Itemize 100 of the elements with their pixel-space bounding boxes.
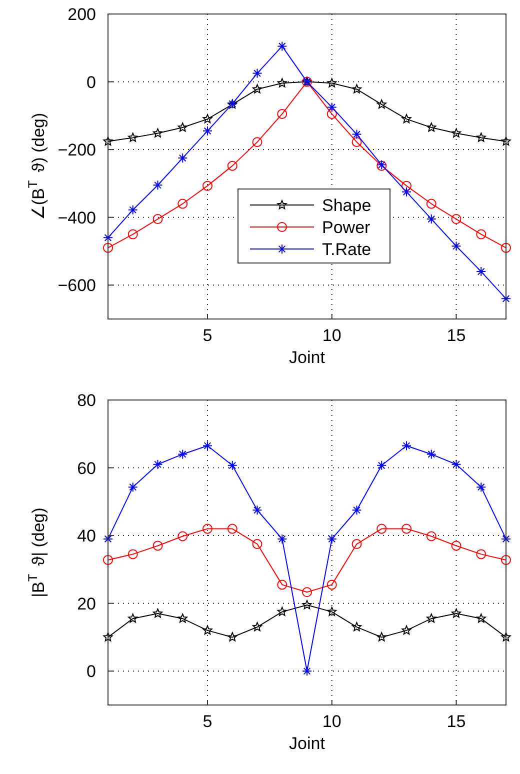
x-tick-label: 10 [322,326,342,345]
point [128,132,138,142]
point [426,214,436,224]
legend-label: Power [322,218,371,237]
point [327,78,337,88]
y-tick-label: 0 [86,72,96,92]
point [178,531,188,542]
point [178,122,188,132]
y-tick-label: −600 [58,276,96,296]
point [277,534,288,544]
point [501,242,511,253]
point [402,186,412,197]
y-tick-label: −200 [58,140,96,160]
point [277,41,288,52]
point [352,539,362,550]
point [352,129,362,140]
point [128,549,138,560]
point [501,294,511,304]
point [326,102,337,112]
point [426,122,436,132]
point [476,266,486,277]
point [451,540,462,551]
point [376,632,386,642]
point [252,539,262,550]
point [326,580,337,590]
point [202,625,212,635]
point [128,482,138,492]
point [352,505,362,516]
point [302,600,312,610]
point [426,531,436,542]
point [302,666,312,676]
point [501,554,511,565]
x-tick-label: 15 [446,712,466,731]
point [402,114,412,124]
point [402,524,412,534]
point [277,108,288,119]
point [451,459,462,470]
point [327,606,337,616]
y-tick-label: 20 [77,594,96,614]
point [451,241,462,252]
point [501,534,511,544]
point [228,632,238,642]
point [476,482,486,492]
point [376,460,387,470]
point [402,625,412,635]
point [103,232,113,243]
point [252,68,262,78]
x-tick-label: 5 [202,326,212,345]
y-tick-label: 80 [77,391,96,410]
point [152,180,163,190]
x-tick-label: 5 [202,712,212,731]
point [426,198,436,209]
y-tick-label: 60 [77,458,96,478]
point [128,229,138,240]
point [277,580,288,590]
point [376,524,387,534]
point [426,614,436,623]
point [178,153,188,164]
point [277,78,287,88]
point [128,204,138,215]
point [178,198,188,209]
point [451,608,462,618]
point [252,505,262,516]
point [202,114,212,124]
point [352,622,362,632]
point [103,632,113,642]
point [501,136,511,146]
point [476,614,486,623]
legend-label: Shape [322,196,372,215]
point [227,160,238,171]
point [152,608,163,618]
point [426,449,436,460]
point [451,128,462,138]
x-tick-label: 15 [446,326,466,345]
point [152,459,163,470]
point [152,214,163,224]
x-axis-title: Joint [289,734,326,753]
point [103,554,113,565]
point [252,84,262,94]
point [402,180,412,191]
point [202,126,212,136]
point [202,440,212,451]
point [103,136,113,146]
x-axis-title: Joint [289,348,326,367]
point [476,549,486,560]
y-tick-label: 200 [68,5,96,24]
point [227,524,238,534]
point [252,622,262,632]
point [277,606,287,616]
point [376,99,386,109]
legend-label: T.Rate [322,240,372,259]
point [402,440,412,451]
point [227,460,238,470]
y-tick-label: −400 [58,208,96,228]
x-tick-label: 10 [322,712,342,731]
point [476,229,486,240]
point [152,540,163,551]
point [202,180,212,191]
point [302,587,312,598]
y-tick-label: 40 [77,526,96,546]
